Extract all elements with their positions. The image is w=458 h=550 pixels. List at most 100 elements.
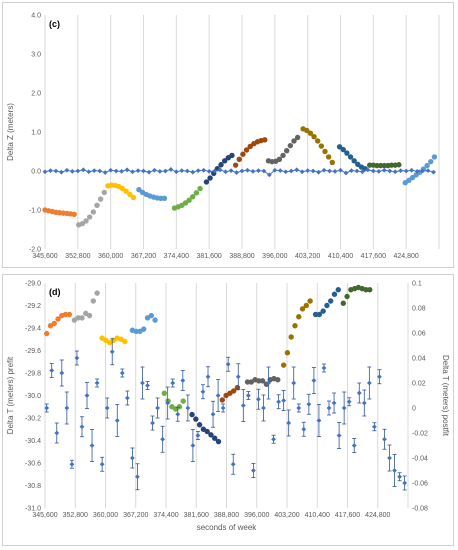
data-point-diamond: [145, 383, 150, 388]
data-point-diamond: [119, 370, 125, 376]
data-point: [75, 315, 81, 321]
data-point: [367, 287, 373, 293]
data-point-diamond: [326, 405, 332, 411]
data-point-diamond: [261, 405, 266, 411]
data-point: [190, 194, 196, 200]
data-point-diamond: [321, 167, 327, 173]
data-point: [294, 134, 301, 141]
data-point-diamond: [276, 399, 281, 405]
data-point: [127, 191, 133, 198]
data-point-diamond: [291, 380, 297, 386]
y-tick-label: 4.0: [31, 13, 41, 20]
data-point: [203, 179, 210, 185]
data-point: [335, 287, 341, 293]
data-point: [275, 377, 281, 383]
data-point-diamond: [180, 378, 186, 383]
data-point-diamond: [403, 168, 409, 174]
data-point-diamond: [64, 167, 70, 173]
data-point-diamond: [173, 169, 179, 175]
data-point-diamond: [409, 167, 415, 173]
data-point-diamond: [91, 168, 97, 174]
data-point-diamond: [250, 168, 256, 174]
data-point-diamond: [310, 168, 316, 174]
x-tick-label: 417,600: [335, 512, 360, 519]
data-point: [101, 189, 107, 196]
data-point-diamond: [157, 168, 163, 174]
y-tick-label: -30.6: [25, 461, 41, 468]
data-point-diamond: [387, 168, 393, 174]
y-tick-label: 2.0: [31, 91, 41, 98]
data-point-diamond: [80, 167, 86, 173]
data-point-diamond: [420, 168, 425, 174]
data-point-diamond: [89, 443, 95, 448]
data-point-diamond: [336, 433, 342, 438]
data-point-diamond: [146, 169, 152, 175]
data-point: [280, 152, 286, 159]
data-point-diamond: [296, 405, 302, 411]
y2-tick-label: 0.1: [412, 281, 422, 288]
x-tick-label: 388,800: [229, 253, 254, 260]
data-point: [243, 147, 250, 153]
data-point: [79, 315, 85, 321]
y2-axis-title: Delta T (meters) postfit: [441, 355, 450, 437]
y-tick-label: 0.0: [31, 169, 41, 176]
data-point: [196, 422, 203, 428]
data-point: [122, 338, 128, 345]
data-point: [307, 298, 313, 304]
data-point: [307, 130, 314, 136]
data-point-diamond: [99, 461, 105, 467]
y-tick-label: -29.6: [25, 348, 41, 355]
data-point: [66, 311, 73, 318]
delta-z-chart: 345,600 352,800 360,000 367,200 374,400 381,6…: [6, 13, 440, 260]
data-point-diamond: [152, 167, 157, 173]
data-point: [97, 196, 104, 202]
x-tick-label: 424,800: [394, 253, 419, 260]
data-point-diamond: [387, 455, 392, 461]
data-point-diamond: [215, 393, 221, 398]
data-point-diamond: [327, 168, 332, 174]
data-point-diamond: [129, 455, 135, 461]
data-point: [51, 320, 57, 327]
data-point-diamond: [341, 405, 347, 411]
data-point-diamond: [316, 169, 322, 175]
data-point-diamond: [305, 168, 311, 174]
data-point: [123, 188, 129, 194]
y-tick-label: -1.0: [29, 208, 41, 215]
data-point-diamond: [281, 398, 287, 403]
x-tick-label: 367,200: [123, 512, 148, 519]
data-point-diamond: [301, 426, 307, 432]
data-point: [303, 302, 310, 309]
data-point-diamond: [212, 168, 218, 174]
x-tick-label: 367,200: [131, 253, 156, 260]
data-point: [221, 158, 228, 164]
data-point-diamond: [49, 368, 55, 373]
data-point-diamond: [240, 403, 246, 408]
data-point-diamond: [414, 168, 420, 174]
data-point-diamond: [94, 380, 100, 386]
data-point: [327, 298, 334, 304]
x-tick-label: 381,600: [197, 253, 222, 260]
data-point: [296, 314, 302, 320]
data-point-diamond: [234, 170, 239, 175]
data-point-diamond: [376, 168, 382, 174]
data-point-diamond: [109, 349, 115, 355]
y-tick-label: -29.2: [25, 303, 41, 310]
data-point-diamond: [140, 380, 145, 386]
data-point-diamond: [190, 169, 196, 175]
data-point-diamond: [359, 169, 365, 175]
data-point-diamond: [42, 169, 48, 175]
data-point: [340, 300, 346, 306]
data-point-diamond: [75, 168, 81, 174]
data-point-diamond: [381, 167, 387, 173]
data-point-diamond: [398, 168, 404, 174]
y-tick-label: -29.8: [25, 371, 41, 378]
data-point-diamond: [84, 393, 90, 398]
x-tick-label: 345,600: [32, 253, 57, 260]
data-point: [207, 175, 213, 181]
data-point-diamond: [124, 395, 130, 401]
data-point: [256, 378, 262, 384]
data-point: [280, 362, 287, 368]
data-point: [94, 202, 100, 209]
data-point-diamond: [356, 390, 362, 396]
data-point: [316, 311, 323, 318]
